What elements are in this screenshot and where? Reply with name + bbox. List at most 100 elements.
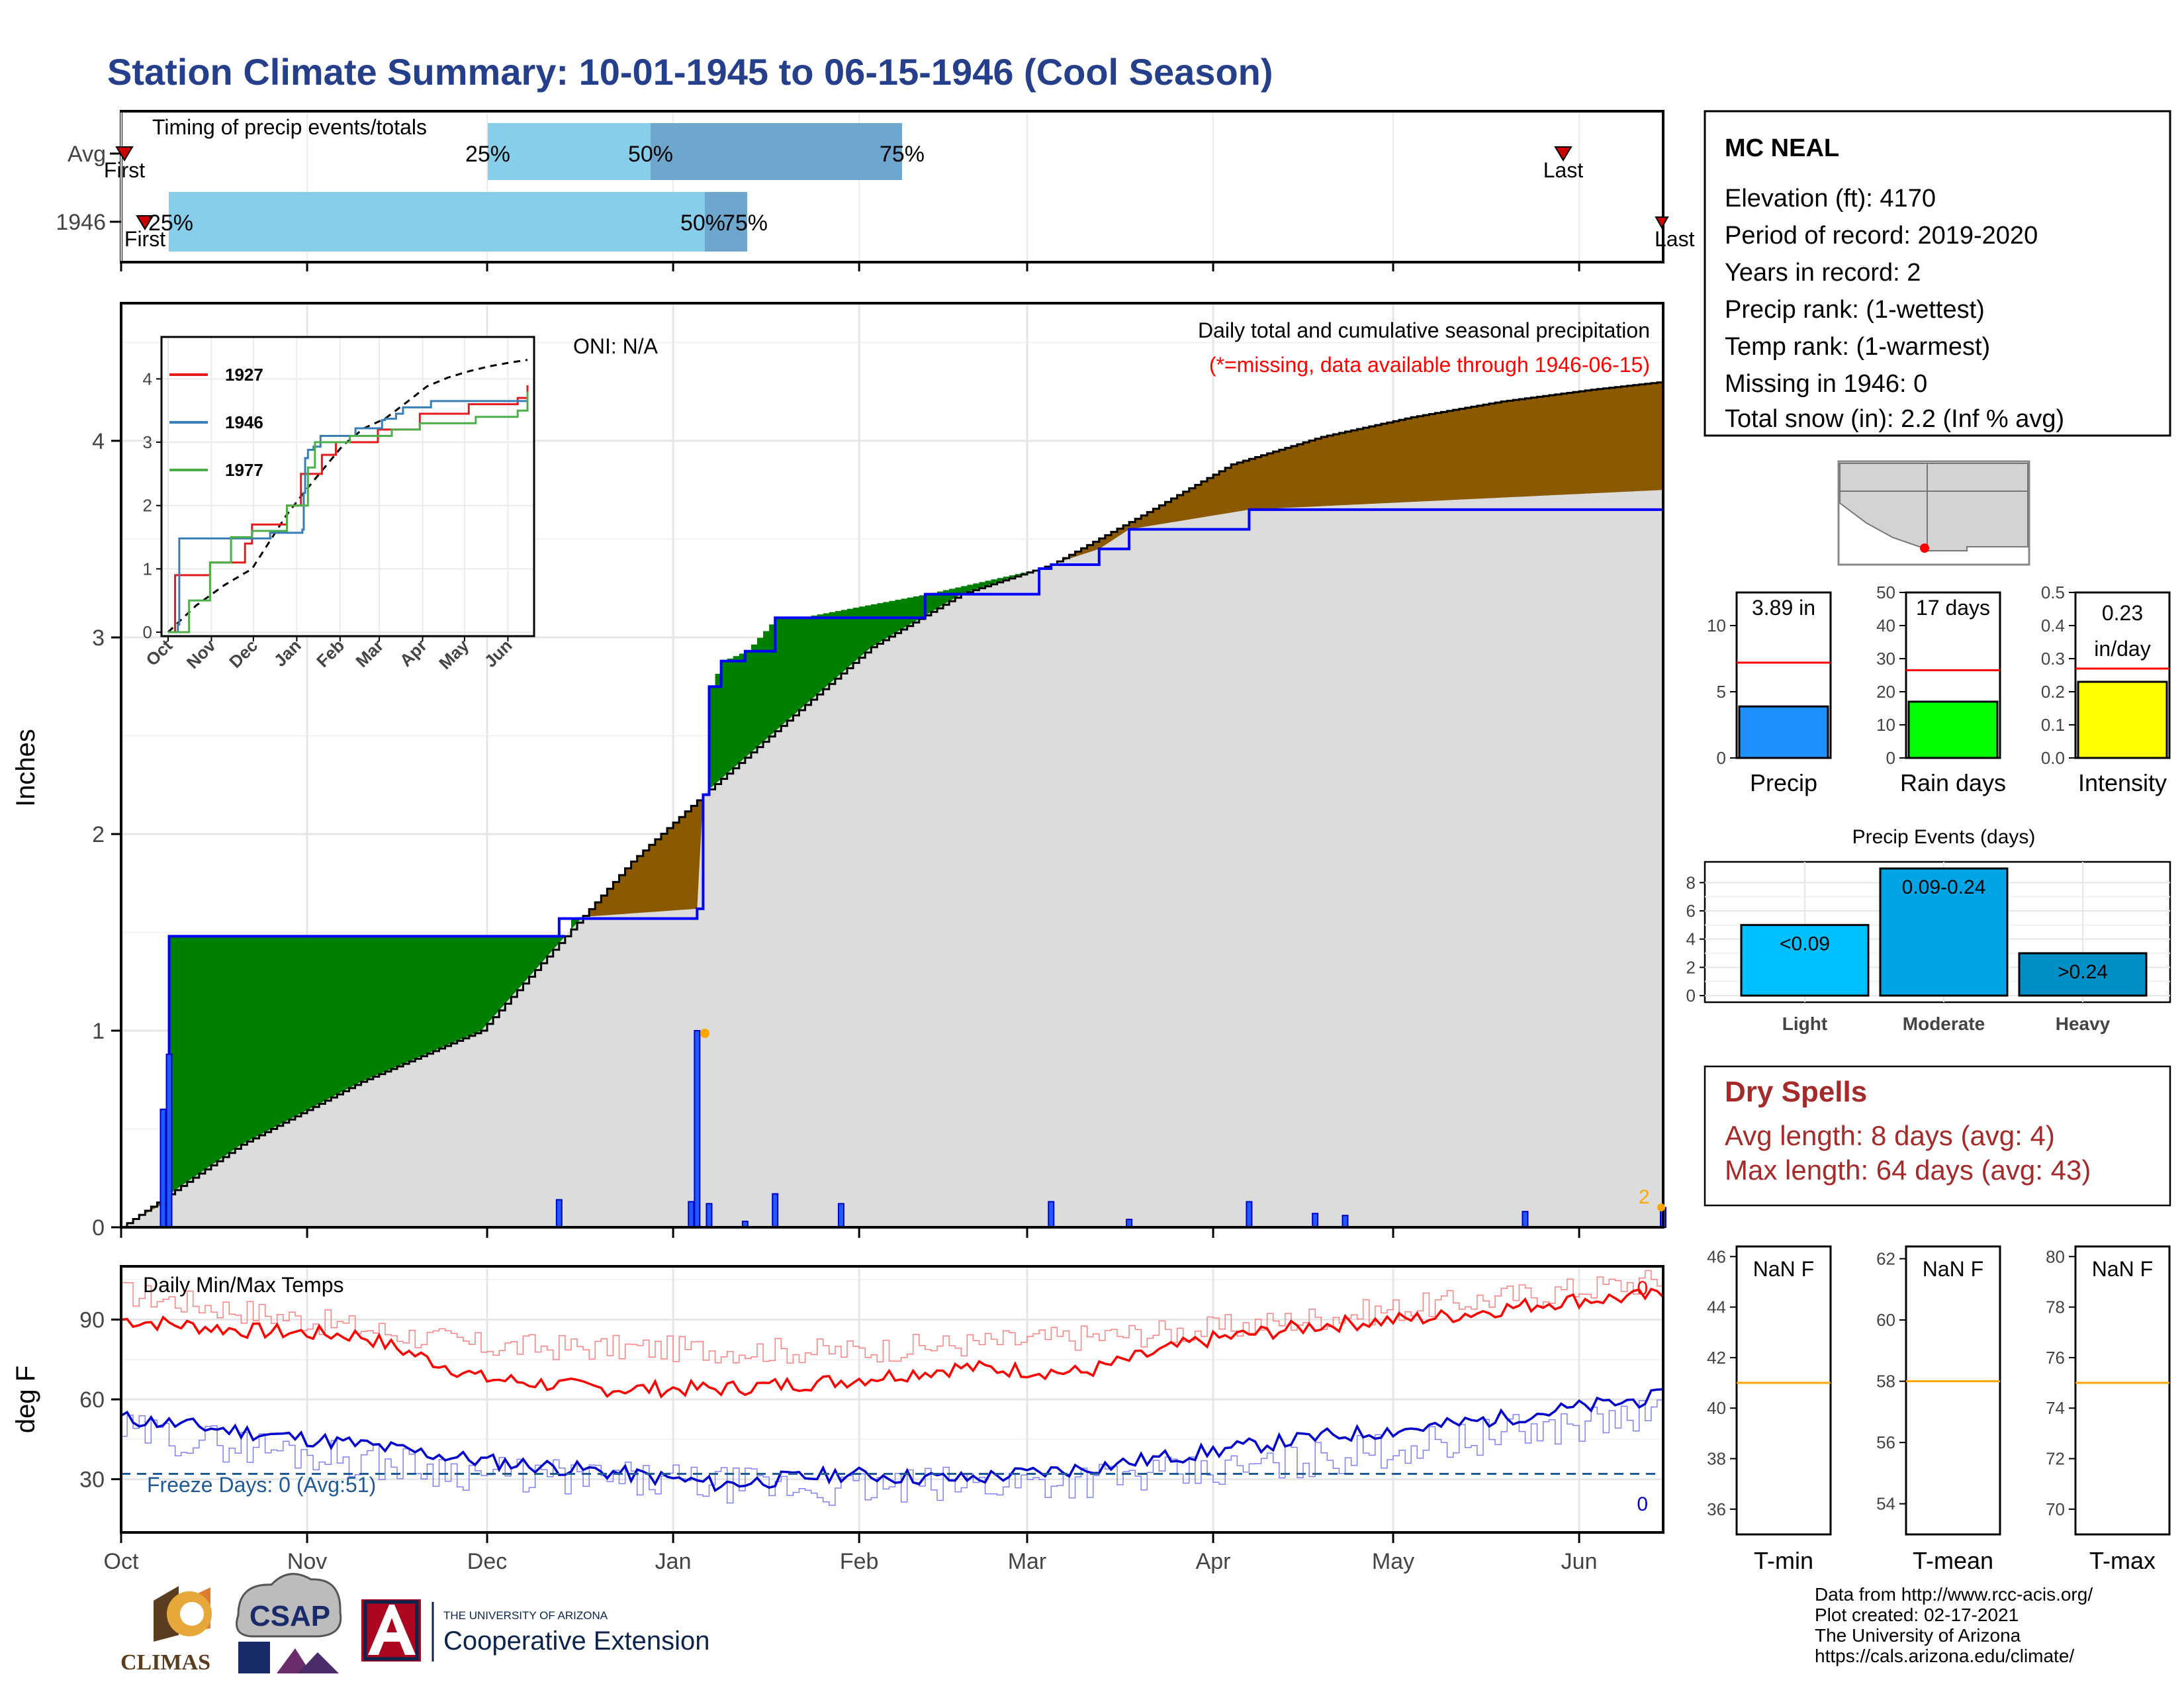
deficit-area: [625, 868, 632, 914]
deficit-area: [1525, 398, 1532, 497]
deficit-area: [1171, 498, 1178, 523]
temp-box-tick-label: 70: [2046, 1499, 2065, 1519]
surplus-area: [523, 936, 530, 984]
deficit-area: [1219, 471, 1226, 515]
event-bar-label: >0.24: [2058, 961, 2108, 983]
deficit-area: [1135, 518, 1142, 529]
avg-p25-label: 25%: [465, 142, 510, 167]
credit-line: The University of Arizona: [1815, 1625, 2021, 1646]
surplus-area: [415, 936, 422, 1059]
event-bar: [1879, 867, 2009, 997]
deficit-area: [1609, 387, 1616, 493]
deficit-area: [1579, 391, 1586, 494]
page-title: Station Climate Summary: 10-01-1945 to 0…: [107, 51, 1273, 93]
mini-bar-tick-label: 5: [1717, 682, 1726, 702]
deficit-area: [1231, 464, 1238, 513]
deficit-area: [1639, 384, 1646, 491]
surplus-area: [325, 936, 332, 1101]
inset-y-tick-label: 2: [143, 496, 152, 516]
surplus-area: [733, 656, 740, 769]
surplus-area: [709, 686, 716, 790]
deficit-area: [601, 895, 608, 916]
deficit-area: [1435, 412, 1442, 501]
surplus-area: [229, 936, 236, 1153]
deficit-area: [1081, 548, 1088, 555]
surplus-area: [199, 936, 206, 1174]
surplus-area: [997, 578, 1004, 583]
climas-logo: CLIMAS: [120, 1586, 212, 1675]
1946-p75-label: 75%: [723, 211, 768, 236]
surplus-area: [343, 936, 350, 1092]
surplus-area: [535, 936, 542, 970]
surplus-area: [463, 936, 470, 1039]
surplus-area: [445, 936, 452, 1047]
mini-bar-tick-label: 0.4: [2041, 616, 2065, 635]
deficit-area: [1453, 410, 1460, 500]
event-tick-label: 6: [1686, 901, 1696, 921]
deficit-area: [1087, 545, 1094, 553]
events-title: Precip Events (days): [1852, 826, 2036, 848]
surplus-area: [1015, 574, 1022, 577]
temp-box-tick-label: 54: [1876, 1494, 1895, 1514]
dry-spells-title: Dry Spells: [1725, 1076, 1867, 1108]
deficit-area: [151, 1206, 158, 1211]
event-bar: [1740, 923, 1870, 997]
deficit-area: [1201, 481, 1208, 518]
avg-p75-label: 75%: [880, 142, 925, 167]
daily-precip-bar: [1312, 1213, 1319, 1228]
mini-bar-label: Intensity: [2078, 769, 2167, 796]
surplus-area: [769, 624, 776, 737]
deficit-area: [1177, 494, 1184, 522]
station-line: Precip rank: (1-wettest): [1725, 296, 1985, 324]
surplus-area: [883, 602, 890, 641]
mini-bar-tick-label: 0: [1717, 748, 1726, 768]
inset-y-tick-label: 1: [143, 559, 152, 579]
avg-p50-label: 50%: [628, 142, 673, 167]
deficit-area: [1147, 512, 1154, 527]
deficit-area: [1315, 438, 1322, 507]
deficit-area: [607, 888, 614, 915]
temp-box-tick-label: 72: [2046, 1449, 2065, 1469]
temp-box-value: NaN F: [2092, 1257, 2153, 1281]
station-line: Missing in 1946: 0: [1725, 370, 1927, 398]
surplus-area: [307, 936, 314, 1110]
corner-count: 2: [1639, 1186, 1650, 1208]
event-bar-label: 0.09-0.24: [1902, 876, 1986, 898]
mini-bar-label: Rain days: [1900, 769, 2006, 796]
surplus-area: [799, 618, 806, 710]
inset-legend-label: 1946: [225, 412, 263, 432]
temp-box-tick-label: 38: [1707, 1449, 1726, 1469]
deficit-area: [1483, 404, 1490, 499]
surplus-area: [1009, 575, 1016, 579]
deficit-area: [1507, 400, 1514, 498]
max-daily-marker: [700, 1029, 709, 1038]
max-temp-line: [120, 1288, 1664, 1399]
avg-max-temp-line: [121, 1270, 1664, 1364]
inset-y-tick-label: 4: [143, 369, 152, 389]
surplus-area: [913, 596, 920, 623]
deficit-area: [1417, 416, 1424, 502]
surplus-area: [877, 603, 884, 644]
deficit-area: [1465, 408, 1472, 500]
surplus-area: [529, 936, 536, 977]
surplus-area: [355, 936, 362, 1085]
temp-box-frame: [1735, 1245, 1832, 1536]
deficit-area: [1279, 449, 1286, 508]
mini-bar-value-label: 0.23: [2102, 601, 2143, 625]
surplus-area: [505, 936, 512, 1004]
deficit-area: [679, 817, 686, 910]
surplus-area: [961, 586, 968, 594]
oni-label: ONI: N/A: [573, 334, 659, 358]
1946-last-marker: [1655, 216, 1669, 230]
deficit-area: [1189, 488, 1196, 520]
event-category-label: Moderate: [1903, 1013, 1985, 1034]
surplus-area: [1003, 577, 1010, 581]
deficit-area: [1285, 447, 1292, 508]
csap-logo: CSAP: [236, 1573, 342, 1673]
event-bar-label: <0.09: [1780, 933, 1830, 955]
deficit-area: [1165, 502, 1172, 524]
deficit-area: [1657, 382, 1664, 491]
max-temp-count: 0: [1637, 1278, 1648, 1299]
temp-panel: 30 60 90 Daily Min/Max Temps deg F Freeze …: [11, 1265, 1664, 1574]
